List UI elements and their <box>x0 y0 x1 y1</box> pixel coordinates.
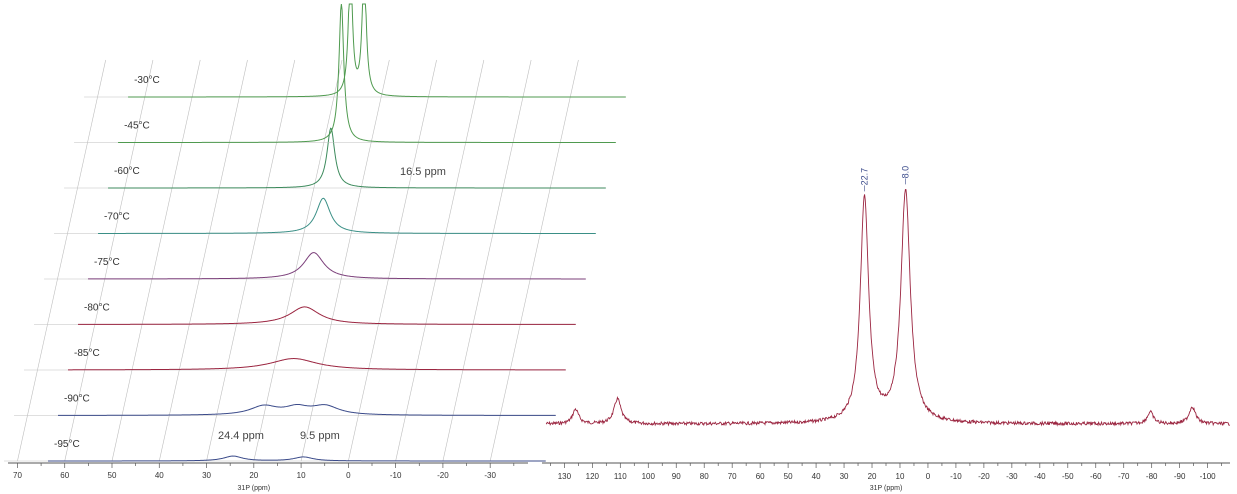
x-tick-label: 100 <box>642 472 656 481</box>
x-tick-label: 10 <box>297 471 306 480</box>
x-tick-label: -100 <box>1200 472 1217 481</box>
x-tick-label: 30 <box>840 472 849 481</box>
stacked-spectra-chart: 70 60 50 40 30 20 10 0 -10 -20 -30 31P (ppm) -95°C -9… <box>4 3 627 492</box>
peak-annotation: 24.4 ppm <box>218 430 264 442</box>
grid-line <box>111 59 201 462</box>
spectrum-trace <box>98 197 596 234</box>
x-tick-label: 130 <box>558 472 572 481</box>
temperature-label: -70°C <box>104 212 130 223</box>
x-tick-label: -60 <box>1090 472 1102 481</box>
x-tick-label: 110 <box>614 472 627 481</box>
x-tick-label: 0 <box>346 471 351 480</box>
x-tick-label: -10 <box>390 471 402 480</box>
x-tick-label: 20 <box>249 471 258 480</box>
spectrum-chart: 130 120 110 100 90 80 70 60 50 40 30 20 10 0 -10 -20 -30… <box>542 166 1231 492</box>
x-tick-label: -90 <box>1174 472 1186 481</box>
temperature-label: -60°C <box>114 166 140 177</box>
temperature-label: -90°C <box>64 394 90 405</box>
x-tick-label: 40 <box>812 472 821 481</box>
x-tick-label: 70 <box>728 472 737 481</box>
spectrum-trace <box>68 358 566 371</box>
grid-line <box>348 59 437 462</box>
grid-line <box>300 59 390 462</box>
x-axis-label: 31P (ppm) <box>870 485 903 492</box>
grid-line <box>206 59 296 462</box>
x-tick-label: 40 <box>155 471 164 480</box>
temperature-label: -85°C <box>74 348 100 359</box>
x-tick-label: 0 <box>926 472 931 481</box>
x-tick-label: 120 <box>586 472 600 481</box>
x-tick-label: 30 <box>202 471 211 480</box>
x-tick-label: 20 <box>868 472 877 481</box>
x-tick-label: -50 <box>1062 472 1074 481</box>
temperature-label: -30°C <box>134 75 160 86</box>
x-tick-label: 90 <box>672 472 681 481</box>
spectrum-trace <box>545 188 1231 427</box>
grid-line <box>442 59 532 462</box>
spectrum-trace <box>118 3 616 143</box>
x-tick-label: -30 <box>484 471 496 480</box>
spectrum-trace <box>58 403 556 416</box>
x-tick-label: -10 <box>950 472 962 481</box>
spectrum-trace <box>48 455 546 462</box>
x-tick-label: -40 <box>1034 472 1046 481</box>
x-tick-label: -20 <box>437 471 449 480</box>
peak-annotation: 9.5 ppm <box>300 430 340 442</box>
peak-label: 22.7 <box>859 168 869 186</box>
x-tick-label: 50 <box>784 472 793 481</box>
peak-label: 8.0 <box>901 166 911 179</box>
x-tick-label: -20 <box>978 472 990 481</box>
grid-line <box>489 59 579 462</box>
x-tick-label: 10 <box>896 472 905 481</box>
x-tick-label: 80 <box>700 472 709 481</box>
x-tick-label: -80 <box>1146 472 1158 481</box>
spectrum-trace <box>128 3 626 98</box>
temperature-label: -95°C <box>54 439 80 450</box>
x-tick-label: -30 <box>1006 472 1018 481</box>
peak-annotation: 16.5 ppm <box>400 166 446 178</box>
temperature-label: -45°C <box>124 121 150 132</box>
temperature-label: -75°C <box>94 257 120 268</box>
x-tick-label: 60 <box>60 471 69 480</box>
x-tick-label: 70 <box>13 471 22 480</box>
spectrum-trace <box>88 252 586 280</box>
spectrum-trace <box>108 127 606 189</box>
grid-line <box>64 59 154 462</box>
temperature-label: -80°C <box>84 303 110 314</box>
grid-line <box>17 59 106 462</box>
x-tick-label: 60 <box>756 472 765 481</box>
x-tick-label: -70 <box>1118 472 1130 481</box>
x-axis-label: 31P (ppm) <box>238 485 271 492</box>
grid-line <box>395 59 485 462</box>
x-tick-label: 50 <box>108 471 117 480</box>
grid-line <box>158 59 248 462</box>
grid-line <box>253 59 343 462</box>
spectrum-trace <box>78 306 576 325</box>
